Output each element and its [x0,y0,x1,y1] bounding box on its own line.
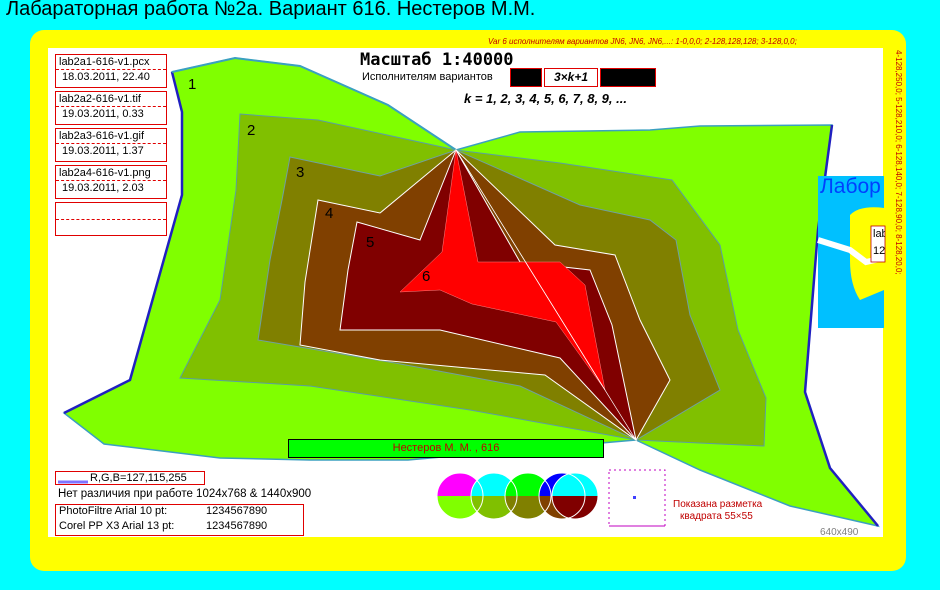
region-1-border-top [171,56,457,151]
mini-thumb-box-text-2: 12 [873,245,885,257]
font-test-row: PhotoFiltre Arial 10 pt: [59,505,167,517]
variants-label: Исполнителям вариантов [362,71,493,83]
grid-marker [608,469,666,527]
font-test-row: Corel PP X3 Arial 13 pt: [59,520,174,532]
scale-label: Масштаб 1:40000 [360,50,514,70]
font-test-app: Corel PP X3 [59,520,120,532]
file-entry: lab2a3-616-v1.gif 19.03.2011, 1.37 [55,128,167,162]
file-name: lab2a1-616-v1.pcx [59,56,150,68]
file-entry: lab2a2-616-v1.tif 19.03.2011, 0.33 [55,91,167,125]
color-circles [436,472,599,520]
file-list: lab2a1-616-v1.pcx 18.03.2011, 22.40 lab2… [55,54,167,236]
file-name: lab2a4-616-v1.png [59,167,151,179]
rgb-label: R,G,B=127,115,255 [90,472,187,484]
resolution-label: 640x490 [820,527,859,538]
grid-caption-line2: квадрата 55×55 [680,511,753,522]
mini-thumb-text: Лабор [820,175,881,198]
font-test-digits: 1234567890 [206,520,268,532]
author-bar: Нестеров М. М. , 616 [288,439,604,458]
file-date: 19.03.2011, 1.37 [56,143,166,158]
file-date: 19.03.2011, 0.33 [56,106,166,121]
convergence-lines [455,149,637,441]
font-test-app: PhotoFiltre [59,505,113,517]
region-6 [399,149,606,391]
region-label-5: 5 [366,234,375,251]
formula-box: 3×k+1 [544,68,598,87]
region-label-2: 2 [247,122,256,139]
region-label-1: 1 [188,76,197,93]
mini-thumb-box-text-1: lab [873,228,885,240]
region-label-3: 3 [296,164,305,181]
region-1-border-left [63,71,184,415]
region-label-4: 4 [325,205,334,222]
font-test-digits: 1234567890 [206,505,268,517]
region-label-6: 6 [422,268,431,285]
variant-black-box-1 [510,68,542,87]
file-name: lab2a3-616-v1.gif [59,130,145,142]
no-difference-text: Нет различия при работе 1024x768 & 1440x… [58,488,312,500]
grid-caption-line1: Показана разметка [673,499,763,510]
top-color-legend: Var 6 исполнителям вариантов JN6, JN6, J… [488,37,797,46]
mini-thumbnail-box [870,225,886,263]
font-test-font: Arial 13 pt: [121,520,175,532]
file-entry: lab2a1-616-v1.pcx 18.03.2011, 22.40 [55,54,167,88]
font-test-box: PhotoFiltre Arial 10 pt: 1234567890 Core… [55,504,304,536]
file-date: 18.03.2011, 22.40 [56,69,166,84]
font-test-font: Arial 10 pt: [114,505,168,517]
file-entry-empty [55,202,167,236]
file-entry: lab2a4-616-v1.png 19.03.2011, 2.03 [55,165,167,199]
file-name: lab2a2-616-v1.tif [59,93,141,105]
variant-black-box-2 [600,68,656,87]
page-title: Лабараторная работа №2а. Вариант 616. Не… [6,0,536,20]
k-values: k = 1, 2, 3, 4, 5, 6, 7, 8, 9, ... [464,91,627,106]
rgb-label-box [55,471,205,485]
file-date: 19.03.2011, 2.03 [56,180,166,195]
